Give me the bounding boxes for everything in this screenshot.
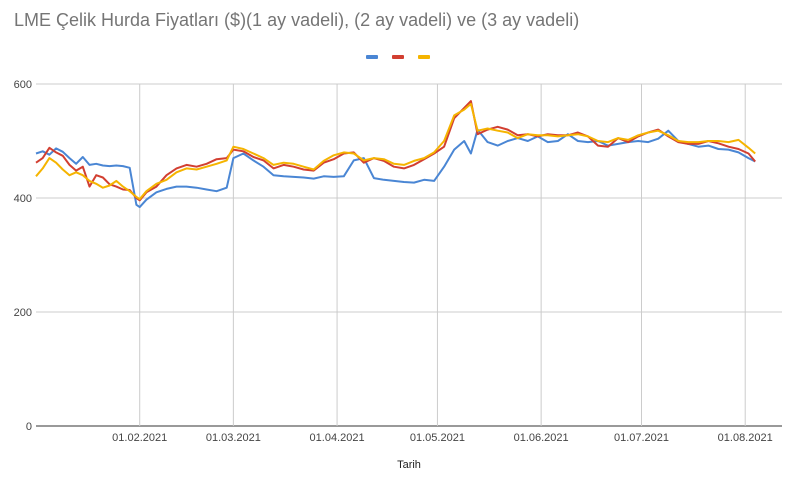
y-axis-ticks: 0 200 400 600 — [14, 79, 32, 433]
y-tick-label: 400 — [14, 193, 32, 205]
legend — [366, 55, 430, 59]
x-tick-label: 01.02.2021 — [112, 432, 167, 444]
y-tick-label: 600 — [14, 79, 32, 91]
y-tick-label: 0 — [26, 421, 32, 433]
legend-swatch-3[interactable] — [418, 55, 430, 59]
x-tick-label: 01.08.2021 — [718, 432, 773, 444]
x-tick-label: 01.06.2021 — [514, 432, 569, 444]
x-axis-title: Tarih — [397, 459, 421, 471]
x-axis-ticks: 01.02.2021 01.03.2021 01.04.2021 01.05.2021… — [112, 432, 773, 444]
legend-swatch-1[interactable] — [366, 55, 378, 59]
series-line-3 — [35, 102, 756, 201]
legend-swatch-2[interactable] — [392, 55, 404, 59]
grid-lines — [36, 83, 782, 427]
x-tick-label: 01.05.2021 — [410, 432, 465, 444]
x-tick-label: 01.03.2021 — [206, 432, 261, 444]
y-tick-label: 200 — [14, 307, 32, 319]
chart-title: LME Çelik Hurda Fiyatları ($)(1 ay vadel… — [14, 10, 580, 30]
x-tick-label: 01.04.2021 — [310, 432, 365, 444]
x-tick-label: 01.07.2021 — [614, 432, 669, 444]
series-line-2 — [35, 100, 756, 202]
series-lines — [35, 100, 756, 209]
